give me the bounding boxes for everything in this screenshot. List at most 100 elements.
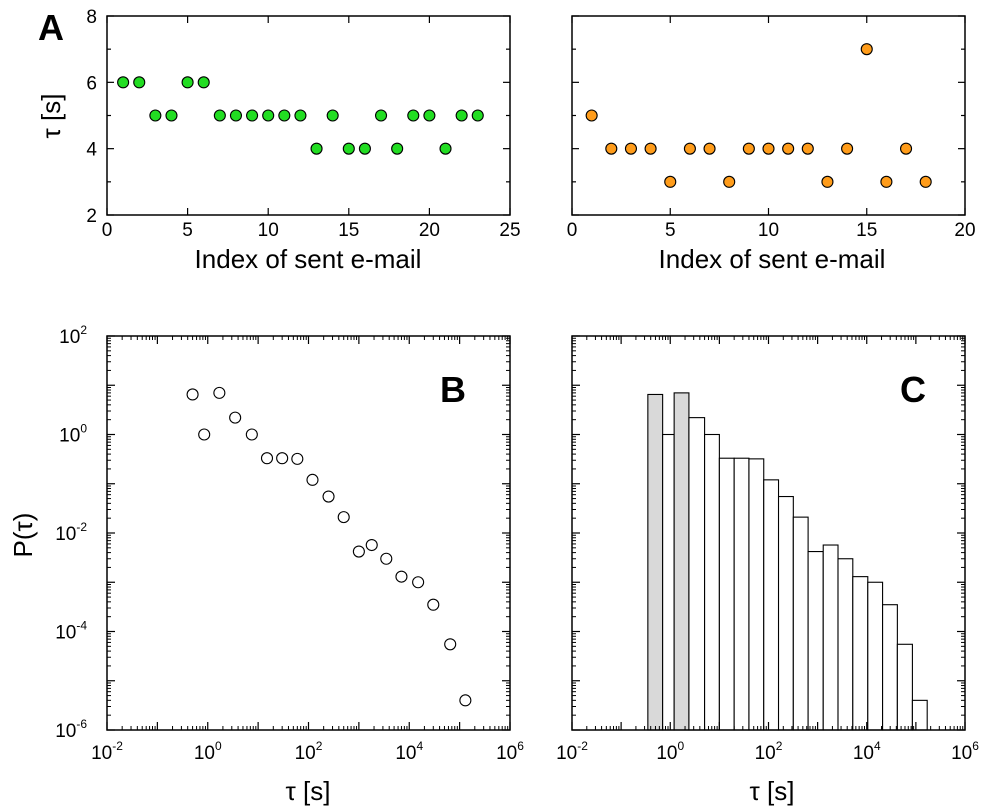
- data-point: [186, 388, 199, 401]
- data-point: [245, 428, 258, 441]
- data-point: [860, 43, 873, 56]
- data-point: [471, 109, 484, 122]
- data-point: [801, 142, 814, 155]
- y-tick-label: 10-4: [55, 619, 87, 644]
- histogram-bar: [852, 576, 869, 731]
- data-point: [821, 175, 834, 188]
- data-point: [294, 109, 307, 122]
- data-point: [624, 142, 638, 155]
- tick-exponent: 2: [80, 323, 87, 337]
- data-point: [276, 452, 289, 465]
- tick-base: 10: [55, 623, 76, 644]
- histogram-bar: [911, 699, 928, 731]
- data-point: [841, 142, 854, 155]
- data-point: [213, 109, 226, 122]
- panel-label-b: B: [440, 369, 466, 410]
- data-point: [229, 411, 242, 424]
- histogram-bar: [647, 393, 664, 731]
- x-tick-label: 102: [295, 739, 323, 764]
- x-tick-label: 104: [853, 739, 881, 764]
- data-point: [337, 511, 350, 524]
- x-tick-label: 15: [338, 220, 359, 241]
- plot-frame-top-right: [571, 15, 966, 216]
- histogram-bar: [673, 392, 690, 731]
- data-point: [322, 490, 335, 503]
- data-point: [782, 142, 795, 155]
- data-point: [117, 76, 130, 89]
- data-points-top-right: [585, 43, 932, 188]
- axis-ticks-bottom-right: 10-2 100 102 104 106: [556, 335, 979, 764]
- data-point: [605, 142, 618, 155]
- data-point: [306, 473, 319, 486]
- data-points-bottom-left: [186, 386, 472, 707]
- tick-exponent: 6: [517, 739, 524, 753]
- tick-exponent: -2: [577, 739, 588, 753]
- tick-base: 10: [853, 743, 874, 764]
- data-point: [762, 142, 775, 155]
- data-point: [742, 142, 755, 155]
- x-axis-title-bottom-left: τ [s]: [286, 776, 331, 806]
- panel-top-right: 0 5 10 15 20 Index of sent e-mail: [567, 15, 976, 274]
- data-point: [683, 142, 696, 155]
- x-tick-label: 104: [395, 739, 423, 764]
- tick-exponent: 0: [677, 739, 684, 753]
- tick-base: 10: [59, 426, 80, 447]
- y-tick-label: 2: [86, 206, 97, 227]
- histogram-bar: [822, 544, 839, 731]
- tick-exponent: 4: [874, 739, 881, 753]
- tick-base: 10: [55, 721, 76, 742]
- tick-exponent: 6: [972, 739, 979, 753]
- histogram-bar: [662, 433, 675, 731]
- data-point: [197, 76, 210, 89]
- data-point: [213, 386, 226, 399]
- data-point: [412, 576, 425, 589]
- tick-exponent: 0: [80, 422, 87, 436]
- data-point: [326, 109, 339, 122]
- panel-label-c: C: [900, 369, 926, 410]
- data-point: [664, 175, 677, 188]
- histogram-bar: [718, 457, 735, 731]
- x-tick-label: 5: [182, 220, 193, 241]
- histogram-bar: [837, 558, 854, 731]
- histogram-bar: [882, 604, 898, 731]
- tick-exponent: -4: [76, 619, 87, 633]
- x-tick-label: 100: [656, 739, 684, 764]
- panel-top-left: 0 5 10 15 20 25 2 4 6 8 A τ [s] Index of sent e-m…: [36, 7, 521, 274]
- histogram-bar: [792, 516, 809, 731]
- data-point: [260, 452, 274, 465]
- data-point: [246, 109, 259, 122]
- tick-base: 10: [295, 743, 316, 764]
- tick-base: 10: [194, 743, 215, 764]
- data-point: [133, 76, 146, 89]
- data-point: [395, 570, 408, 583]
- y-tick-label: 4: [86, 140, 97, 161]
- tick-base: 10: [91, 743, 112, 764]
- x-tick-label: 100: [194, 739, 222, 764]
- x-tick-label: 0: [102, 220, 113, 241]
- data-point: [880, 175, 893, 188]
- y-tick-label: 6: [86, 73, 97, 94]
- tick-base: 10: [951, 743, 972, 764]
- y-tick-label: 100: [59, 422, 87, 447]
- data-point: [198, 428, 211, 441]
- x-axis-title-bottom-right: τ [s]: [750, 776, 795, 806]
- histogram-bar: [763, 479, 780, 731]
- x-axis-title-top-left: Index of sent e-mail: [195, 244, 422, 274]
- x-tick-label: 106: [951, 739, 979, 764]
- data-point: [342, 142, 355, 155]
- x-tick-label: 20: [954, 220, 975, 241]
- data-point: [380, 552, 393, 565]
- data-point: [439, 142, 452, 155]
- data-point: [444, 638, 457, 651]
- histogram-bar: [704, 433, 720, 731]
- histogram-bar: [867, 581, 884, 731]
- axis-ticks-top-left: 0 5 10 15 20 25 2 4 6 8: [86, 7, 520, 241]
- x-tick-label: 102: [755, 739, 783, 764]
- data-point: [919, 175, 932, 188]
- data-point: [391, 142, 404, 155]
- data-point: [703, 142, 716, 155]
- tick-exponent: -6: [76, 717, 87, 731]
- data-point: [181, 76, 194, 89]
